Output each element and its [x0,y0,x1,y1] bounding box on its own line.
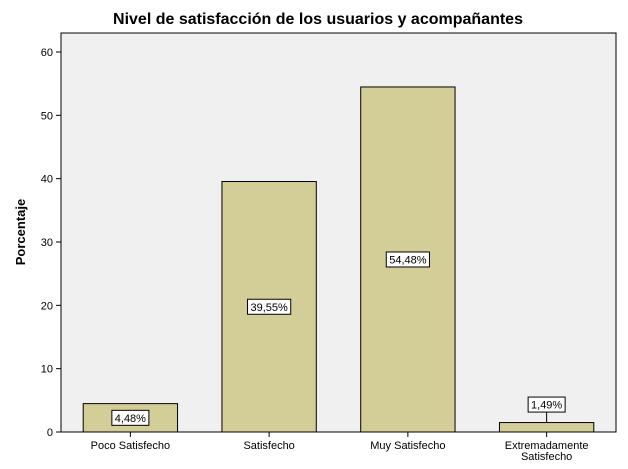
y-tick-label: 40 [41,174,53,186]
y-tick-label: 20 [41,300,53,312]
y-tick-label: 50 [41,110,53,122]
x-category-label: Satisfecho [521,451,572,463]
data-label-box [111,409,150,426]
y-axis-label: Porcentaje [13,199,28,265]
bars: 4,48% 39,55% 54,48% 1,49% [82,86,595,433]
data-label-box [527,396,566,413]
data-label: 4,48% [115,413,146,425]
y-axis: 0 10 20 30 40 50 60 [41,47,61,439]
x-axis: Poco Satisfecho Satisfecho Muy Satisfecho E… [91,432,589,463]
x-category-label: Muy Satisfecho [370,440,445,452]
y-tick-label: 10 [41,364,53,376]
x-category-label: Extremadamente [505,440,589,452]
plot-area [60,32,617,433]
x-category-label: Satisfecho [243,440,294,452]
x-category-label: Poco Satisfecho [91,440,171,452]
data-label-box [247,298,292,315]
data-label: 39,55% [250,302,288,314]
bar [498,422,595,433]
data-label-box [385,251,430,268]
y-tick-label: 60 [41,47,53,59]
data-label: 54,48% [389,254,427,266]
chart-title: Nivel de satisfacción de los usuarios y … [113,11,523,28]
data-label: 1,49% [531,400,562,412]
y-tick-label: 30 [41,237,53,249]
y-tick-label: 0 [47,427,53,439]
